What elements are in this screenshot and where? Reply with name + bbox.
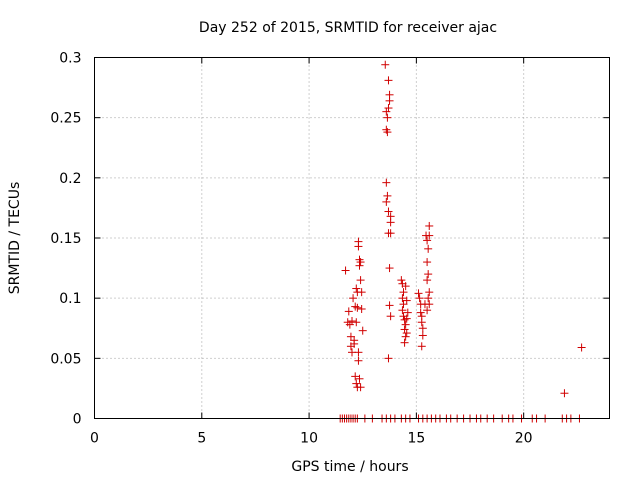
data-point [356,383,365,392]
data-point [424,270,433,279]
data-point [383,113,392,122]
data-point [400,315,409,324]
data-point [400,325,409,334]
data-point [352,284,361,293]
data-point [358,326,367,335]
data-point [354,348,363,357]
data-point [354,242,363,251]
data-point [350,339,359,348]
data-point [425,288,434,297]
data-point [357,288,366,297]
plot-frame [94,57,610,419]
data-point [423,258,432,267]
data-point [397,276,406,285]
data-point [401,332,410,341]
y-tick-label: 0.2 [59,171,81,187]
x-tick-label: 5 [197,431,206,447]
data-point [385,96,394,105]
grid-lines [94,57,610,419]
data-point [382,178,391,187]
data-point [417,342,426,351]
data-point [382,197,391,206]
data-point [415,294,424,303]
x-axis-label: GPS time / hours [291,459,408,475]
axis-ticks: 0 5 10 15 20 0 0.05 0.1 0.15 0.2 0.25 0.3 [50,51,610,447]
data-point [345,320,354,329]
data-point [399,288,408,297]
data-point [423,306,432,315]
data-point [417,318,426,327]
data-point [351,372,360,381]
data-points [336,60,586,423]
data-point [381,60,390,69]
data-point [352,379,361,388]
data-point [383,191,392,200]
data-point [385,264,394,273]
data-point [348,317,356,326]
data-point [400,338,409,347]
data-point [414,289,423,298]
data-point [424,244,433,253]
data-point [425,221,434,230]
x-tick-label: 10 [300,431,318,447]
x-tick-label: 15 [407,431,425,447]
y-tick-label: 0.05 [50,351,81,367]
data-point [386,312,395,321]
data-point [577,343,586,352]
data-point [425,300,434,309]
data-point [351,302,360,311]
data-point [384,76,393,85]
data-point [418,324,427,333]
data-point [383,128,392,137]
data-point [356,258,365,267]
data-point [425,231,434,240]
data-point [560,389,569,398]
y-tick-label: 0.25 [50,111,81,127]
data-point [402,314,411,323]
data-point [386,218,395,227]
data-point [384,104,393,113]
data-point [384,354,393,363]
data-point [349,294,358,303]
chart-title: Day 252 of 2015, SRMTID for receiver aja… [199,20,497,36]
data-point [352,318,361,327]
data-point [344,307,353,316]
data-point [418,331,427,340]
data-point [384,207,393,216]
data-point [403,308,412,317]
data-point [423,276,432,285]
data-point [355,374,364,383]
data-point [398,294,407,303]
y-tick-label: 0.1 [59,291,81,307]
data-point [424,294,433,303]
x-tick-label: 0 [90,431,99,447]
data-point [398,306,407,315]
data-point [386,229,395,238]
data-point [416,308,425,317]
data-point [423,236,432,245]
data-point [399,300,408,309]
y-axis-label: SRMTID / TECUs [7,182,23,295]
data-point [382,107,391,116]
data-point [401,282,410,291]
data-point [346,332,355,341]
data-point [356,276,365,285]
data-point [357,304,366,313]
data-point [354,356,363,365]
y-tick-label: 0.3 [59,51,81,67]
data-point [341,266,350,275]
data-point [353,303,362,312]
data-point [385,301,394,310]
y-tick-label: 0 [73,412,82,428]
data-point [401,320,410,329]
data-point [355,261,364,270]
data-point [402,296,411,305]
data-point [402,329,411,338]
x-tick-label: 20 [515,431,533,447]
y-tick-label: 0.15 [50,231,81,247]
